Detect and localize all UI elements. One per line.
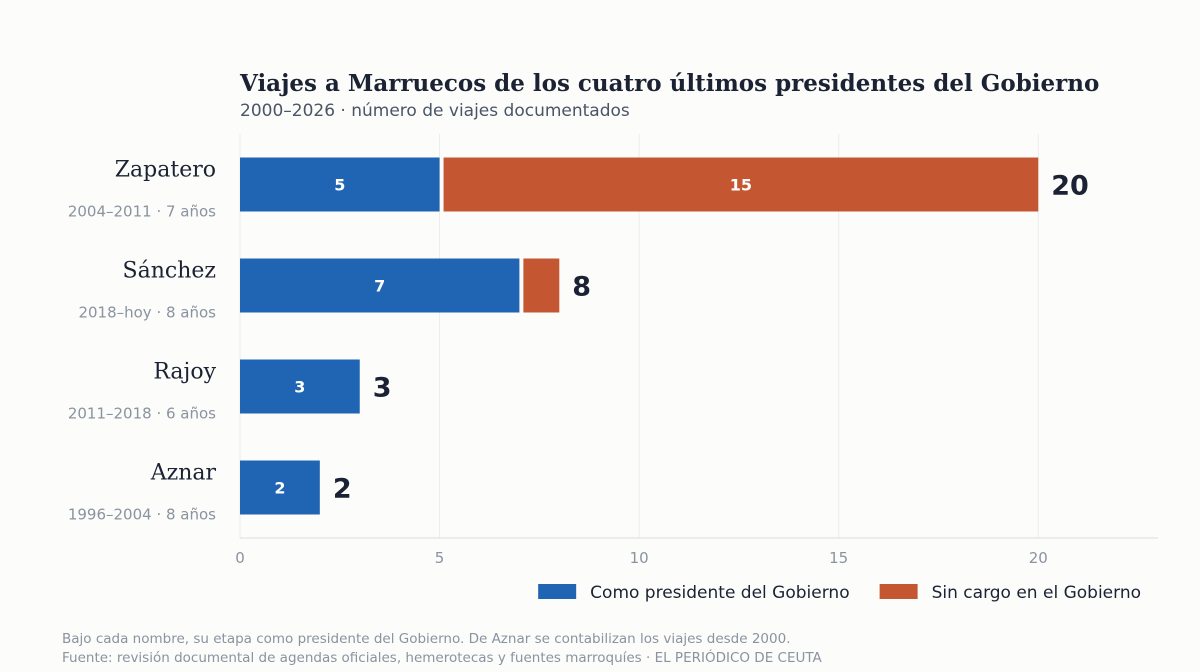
bar-segment bbox=[523, 258, 560, 313]
bar-segment-label: 3 bbox=[294, 378, 305, 397]
chart-title: Viajes a Marruecos de los cuatro últimos… bbox=[239, 70, 1099, 97]
x-tick-label: 20 bbox=[1029, 549, 1048, 567]
x-tick-label: 0 bbox=[235, 549, 245, 567]
x-tick-label: 10 bbox=[630, 549, 649, 567]
legend-item: Como presidente del Gobierno bbox=[538, 583, 850, 603]
category-labels: Zapatero 2004–2011 · 7 años Sánchez 2018–ho… bbox=[68, 158, 217, 524]
category-subtitle: 1996–2004 · 8 años bbox=[68, 506, 216, 524]
bar-segment-label: 5 bbox=[334, 176, 345, 195]
category-name: Aznar bbox=[150, 461, 217, 486]
legend-item: Sin cargo en el Gobierno bbox=[879, 583, 1141, 603]
legend-swatch bbox=[879, 584, 918, 599]
category-subtitle: 2004–2011 · 7 años bbox=[68, 203, 216, 221]
bars: 5 15 20 7 8 3 3 2 2 bbox=[240, 157, 1089, 515]
bar-segment bbox=[240, 157, 440, 212]
bar-segment bbox=[240, 258, 520, 313]
bar-total-label: 20 bbox=[1051, 171, 1089, 202]
bar-segment bbox=[240, 460, 320, 515]
footer-source: Fuente: revisión documental de agendas o… bbox=[62, 650, 822, 666]
bar-total-label: 3 bbox=[373, 373, 392, 404]
legend-label: Como presidente del Gobierno bbox=[590, 583, 849, 603]
category-subtitle: 2011–2018 · 6 años bbox=[68, 405, 216, 423]
bar-total-label: 2 bbox=[333, 474, 352, 505]
x-tick-label: 5 bbox=[435, 549, 445, 567]
legend-label: Sin cargo en el Gobierno bbox=[932, 583, 1141, 603]
chart-subtitle: 2000–2026 · número de viajes documentado… bbox=[240, 101, 630, 121]
bar-segment bbox=[240, 359, 360, 414]
category-subtitle: 2018–hoy · 8 años bbox=[78, 304, 216, 322]
footer: Bajo cada nombre, su etapa como presiden… bbox=[62, 630, 822, 668]
x-tick-label: 15 bbox=[829, 549, 848, 567]
bar-total-label: 8 bbox=[572, 272, 591, 303]
category-name: Sánchez bbox=[123, 259, 216, 284]
bar-segment-label: 15 bbox=[730, 176, 752, 195]
bar-segment-label: 2 bbox=[274, 479, 285, 498]
footer-note: Bajo cada nombre, su etapa como presiden… bbox=[62, 631, 791, 647]
bar-segment bbox=[443, 157, 1039, 212]
category-name: Zapatero bbox=[115, 158, 216, 183]
legend: Como presidente del Gobierno Sin cargo en… bbox=[538, 583, 1141, 603]
bar-segment-label: 7 bbox=[374, 277, 385, 296]
category-name: Rajoy bbox=[153, 360, 216, 385]
legend-swatch bbox=[538, 584, 577, 599]
x-axis: 0 5 10 15 20 bbox=[235, 537, 1158, 567]
